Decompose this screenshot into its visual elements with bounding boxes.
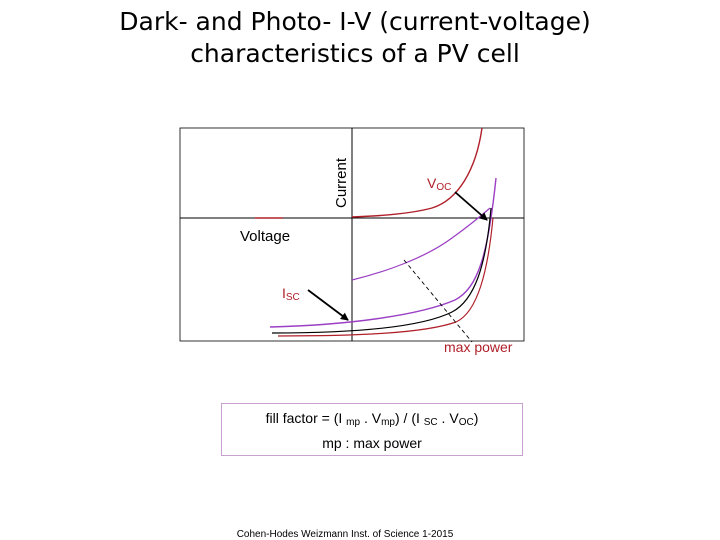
current-axis-label: Current xyxy=(333,157,350,208)
voltage-axis-label: Voltage xyxy=(240,228,290,245)
title-line-1: Dark- and Photo- I-V (current-voltage) xyxy=(119,7,591,36)
slide-title: Dark- and Photo- I-V (current-voltage) c… xyxy=(0,6,710,70)
credit-line: Cohen-Hodes Weizmann Inst. of Science 1-… xyxy=(236,529,454,540)
intermediate-iv-curve xyxy=(271,207,492,334)
fill-factor-note: mp : max power xyxy=(322,435,422,451)
max-power-label: max power xyxy=(444,339,513,355)
fill-factor-formula: fill factor = (I mp . Vmp) / (I SC . VOC… xyxy=(265,410,479,428)
title-line-2: characteristics of a PV cell xyxy=(190,39,520,68)
voc-arrow xyxy=(454,191,488,221)
upper-photo-curve xyxy=(351,207,491,281)
isc-label: ISC xyxy=(282,285,300,303)
voc-label: VOC xyxy=(427,175,451,193)
dark-iv-curve xyxy=(351,127,483,218)
isc-arrow xyxy=(307,289,349,321)
max-power-line xyxy=(403,259,473,343)
fill-factor-box: fill factor = (I mp . Vmp) / (I SC . VOC… xyxy=(221,403,523,456)
illuminated-iv-curve xyxy=(277,217,494,337)
